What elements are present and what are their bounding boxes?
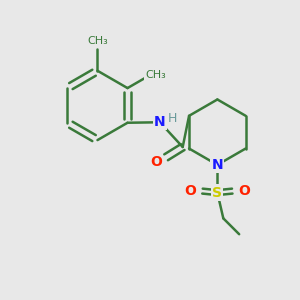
Text: H: H [168,112,178,125]
Text: O: O [150,155,162,169]
Text: O: O [185,184,197,198]
Text: O: O [238,184,250,198]
Text: S: S [212,186,222,200]
Text: CH₃: CH₃ [145,70,166,80]
Text: N: N [154,115,166,129]
Text: N: N [212,158,223,172]
Text: CH₃: CH₃ [87,36,108,46]
